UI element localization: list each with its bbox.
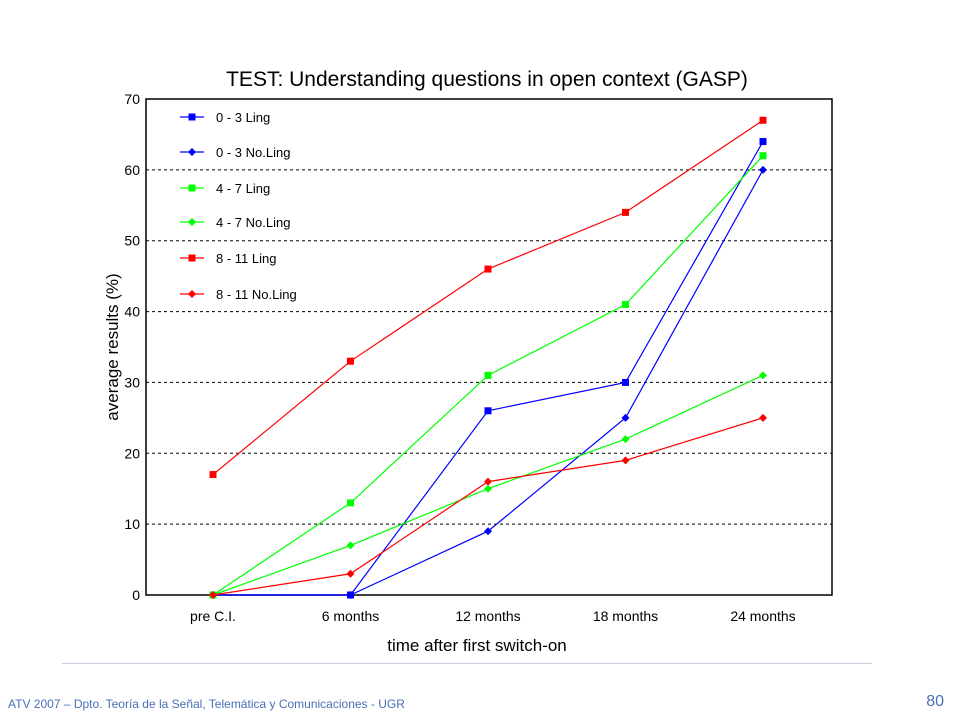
x-tick-label: 18 months [593, 608, 658, 624]
data-point [759, 371, 767, 380]
series-line [213, 141, 764, 596]
data-point [484, 407, 492, 415]
data-point [346, 591, 355, 599]
legend-label: 4 - 7 No.Ling [216, 215, 290, 230]
data-point [759, 138, 767, 146]
data-point [759, 116, 767, 124]
data-point [346, 569, 355, 578]
legend-marker [188, 184, 196, 192]
grid-lines [146, 169, 832, 525]
data-point [621, 413, 630, 422]
x-axis-ticks: pre C.I. 6 months 12 months 18 months 24 mon… [190, 608, 796, 624]
legend-marker [188, 113, 196, 121]
data-point [759, 152, 767, 160]
footer-text: ATV 2007 – Dpto. Teoría de la Señal, Tel… [8, 697, 405, 711]
series-group [209, 116, 767, 599]
data-point [622, 300, 629, 308]
y-tick-label: 50 [124, 233, 140, 249]
legend: 0 - 3 Ling 0 - 3 No.Ling 4 - 7 Ling 4 - 7 N… [180, 110, 297, 302]
legend-label: 0 - 3 No.Ling [216, 145, 290, 160]
y-axis-label: average results (%) [103, 273, 122, 420]
y-tick-label: 30 [124, 374, 140, 390]
data-point [621, 456, 630, 465]
data-point [759, 165, 767, 174]
y-tick-label: 20 [124, 445, 140, 461]
x-tick-label: 6 months [322, 608, 380, 624]
y-tick-label: 40 [124, 304, 140, 320]
x-axis-label: time after first switch-on [387, 636, 567, 655]
data-point [622, 378, 629, 386]
x-tick-label: 12 months [455, 608, 520, 624]
chart-title: TEST: Understanding questions in open co… [226, 68, 748, 91]
y-tick-label: 60 [124, 162, 140, 178]
series-line [212, 417, 764, 596]
legend-label: 8 - 11 No.Ling [216, 287, 297, 302]
data-point [209, 471, 217, 479]
data-point [347, 357, 354, 365]
y-axis-ticks: 0 10 20 30 40 50 60 70 [124, 91, 140, 603]
data-point [484, 484, 492, 493]
x-tick-label: 24 months [730, 608, 795, 624]
data-point [484, 371, 492, 379]
legend-marker [188, 148, 196, 156]
legend-label: 0 - 3 Ling [216, 110, 270, 125]
footer-divider [62, 663, 872, 664]
data-point [622, 208, 629, 216]
page-number: 80 [926, 693, 944, 710]
data-point [484, 265, 492, 273]
data-point [759, 413, 767, 422]
legend-marker [188, 254, 196, 262]
data-point [484, 477, 492, 486]
plot-frame [145, 98, 833, 596]
data-point [484, 527, 492, 536]
data-point [621, 435, 630, 444]
y-tick-label: 70 [124, 91, 140, 107]
y-tick-label: 10 [124, 516, 140, 532]
legend-label: 8 - 11 Ling [216, 251, 276, 266]
data-point [346, 541, 355, 550]
data-point [347, 499, 354, 507]
data-point [209, 591, 217, 599]
legend-marker [188, 218, 196, 226]
legend-label: 4 - 7 Ling [216, 181, 270, 196]
x-tick-label: pre C.I. [190, 608, 236, 624]
y-tick-label: 0 [132, 587, 140, 603]
legend-marker [188, 290, 196, 298]
